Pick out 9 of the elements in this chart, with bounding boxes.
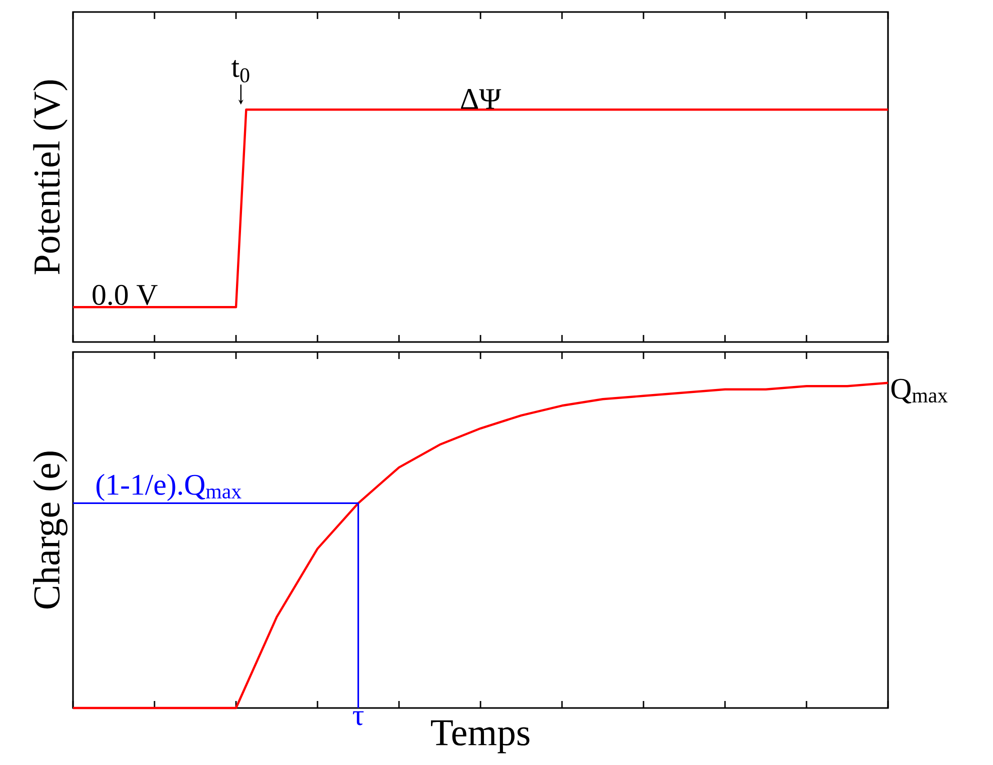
text: ΔΨ <box>461 89 502 109</box>
ref-line-label: (1-1/e).Q$_{max}$ <box>96 474 242 501</box>
x-axis-title: Temps <box>430 720 530 754</box>
text: t$_{0}$ <box>232 60 250 82</box>
y-axis-title: Charge (e) <box>33 452 68 609</box>
text: Q$_{max}$ <box>891 378 948 404</box>
y-axis-title: Potentiel (V) <box>33 80 68 274</box>
text: τ <box>352 711 364 726</box>
annotation: 0.0 V <box>92 284 158 306</box>
